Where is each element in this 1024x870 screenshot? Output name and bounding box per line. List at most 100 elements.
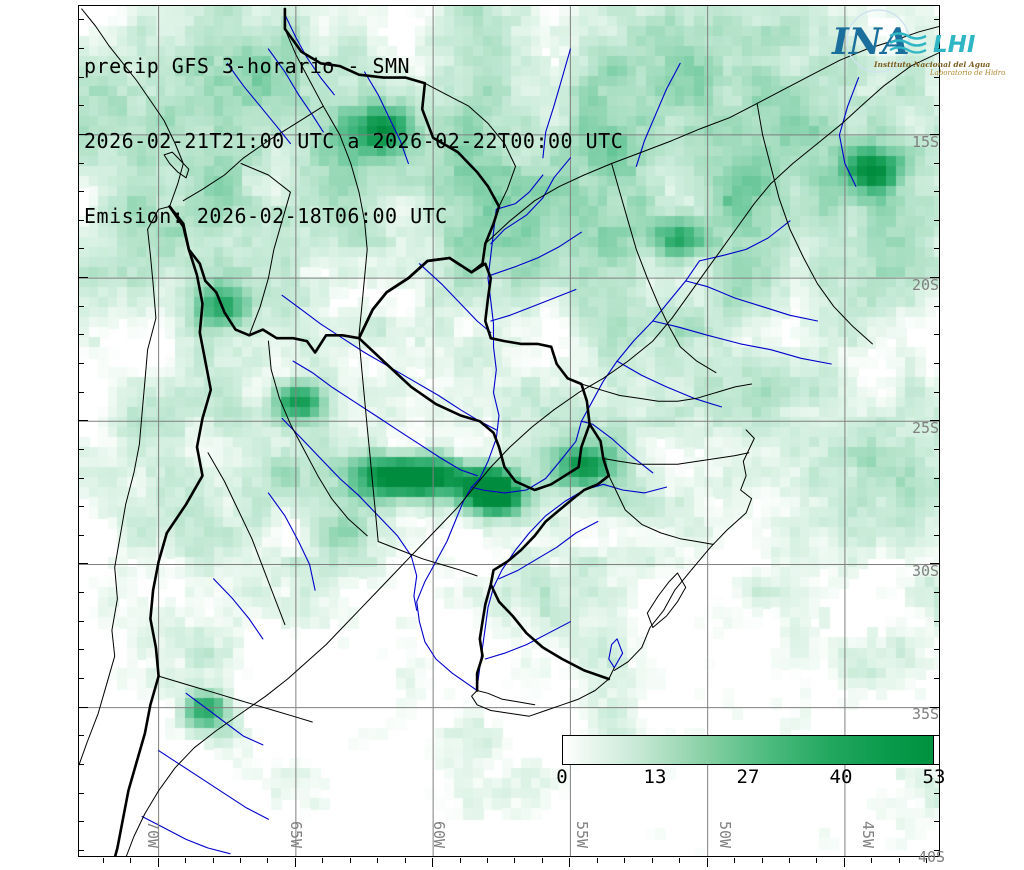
y-axis-tick-right (934, 162, 939, 164)
x-axis-tick (377, 858, 379, 863)
lon-tick-label-50w: 50W (716, 821, 734, 849)
y-axis-tick-right (934, 219, 939, 221)
y-axis-tick-left (79, 391, 84, 393)
y-axis-tick-left (79, 620, 84, 622)
x-axis-tick (404, 858, 406, 863)
title-line-variable: precip GFS 3-horario - SMN (84, 54, 411, 78)
colorbar-tick-40: 40 (829, 766, 853, 788)
y-axis-tick-left (79, 506, 84, 508)
lat-tick-label-30s: 30S (912, 562, 940, 580)
x-axis-tick (130, 858, 132, 863)
logo-lab-subtitle: Laboratorio de Hidrologia (929, 69, 1006, 77)
chart-title-block: precip GFS 3-horario - SMN 2026-02-21T21… (84, 4, 623, 254)
y-axis-tick-right (934, 506, 939, 508)
lon-tick-label-70w: 70W (144, 821, 162, 849)
x-axis-tick (432, 858, 434, 867)
x-axis-tick (349, 858, 351, 863)
colorbar-tick-0: 0 (556, 766, 568, 788)
colorbar-tick-13: 13 (643, 766, 667, 788)
y-axis-tick-right (934, 792, 939, 794)
x-axis-tick (871, 858, 873, 863)
x-axis-tick (267, 858, 269, 863)
y-axis-tick-right (934, 620, 939, 622)
axis-corner-label: 40S (918, 848, 946, 866)
x-axis-tick (212, 858, 214, 863)
logo-brand-subtitle: Instituto Nacional del Agua (873, 60, 990, 69)
y-axis-tick-left (79, 219, 84, 221)
y-axis-tick-left (79, 792, 84, 794)
y-axis-tick-left (79, 592, 84, 594)
y-axis-tick-left (79, 277, 88, 279)
lon-tick-label-55w: 55W (573, 821, 591, 849)
y-axis-tick-right (934, 19, 939, 21)
lon-tick-label-60w: 60W (430, 821, 448, 849)
y-axis-tick-right (934, 592, 939, 594)
y-axis-tick-left (79, 735, 84, 737)
x-axis-tick (569, 858, 571, 867)
y-axis-tick-left (79, 334, 84, 336)
x-axis-tick (541, 858, 543, 863)
x-axis-tick (239, 858, 241, 863)
x-axis-tick (843, 858, 845, 867)
x-axis-tick (651, 858, 653, 863)
y-axis-tick-right (934, 735, 939, 737)
y-axis-tick-left (79, 849, 84, 851)
title-line-valid-period: 2026-02-21T21:00 UTC a 2026-02-22T00:00 … (84, 129, 624, 153)
x-axis-tick (322, 858, 324, 863)
y-axis-tick-left (79, 477, 84, 479)
y-axis-tick-right (934, 105, 939, 107)
x-axis-tick (487, 858, 489, 863)
y-axis-tick-left (79, 821, 84, 823)
lon-tick-label-65w: 65W (287, 821, 305, 849)
map-plot-area[interactable] (78, 5, 940, 857)
y-axis-tick-left (79, 362, 84, 364)
x-axis-tick (706, 858, 708, 867)
y-axis-tick-right (934, 248, 939, 250)
x-axis-tick (789, 858, 790, 863)
y-axis-tick-right (934, 821, 939, 823)
y-axis-tick-left (79, 448, 84, 450)
y-axis-tick-left (79, 420, 88, 422)
x-axis-tick (679, 858, 681, 863)
y-axis-tick-left (79, 649, 84, 651)
x-axis-tick (624, 858, 626, 863)
title-line-emission: Emision: 2026-02-18T06:00 UTC (84, 204, 448, 228)
colorbar-gradient (562, 735, 934, 765)
x-axis-tick (459, 858, 461, 863)
lon-tick-label-45w: 45W (859, 821, 877, 849)
x-axis-tick (761, 858, 763, 863)
ina-lhi-logo: INA LHI Instituto Nacional del Agua Labo… (830, 8, 1023, 78)
y-axis-tick-right (934, 477, 939, 479)
x-axis-tick (898, 858, 900, 863)
logo-svg: INA LHI Instituto Nacional del Agua Labo… (831, 9, 1023, 77)
y-axis-tick-left (79, 534, 84, 536)
y-axis-tick-right (934, 763, 939, 765)
lat-tick-label-25s: 25S (912, 419, 940, 437)
x-axis-tick (157, 858, 159, 867)
lat-tick-label-15s: 15S (912, 133, 940, 151)
y-axis-tick-left (79, 678, 84, 679)
y-axis-tick-right (934, 649, 939, 651)
y-axis-tick-right (934, 534, 939, 536)
y-axis-tick-right (934, 391, 939, 393)
lat-tick-label-20s: 20S (912, 276, 940, 294)
colorbar-tick-53: 53 (922, 766, 946, 788)
x-axis-tick (185, 858, 187, 863)
x-axis-tick (294, 858, 296, 867)
logo-brand-text: INA (831, 21, 910, 63)
y-axis-tick-right (934, 448, 939, 450)
colorbar-tick-labels: 0 13 27 40 53 (556, 766, 945, 790)
y-axis-tick-left (79, 763, 84, 765)
y-axis-tick-right (934, 305, 939, 307)
y-axis-tick-right (934, 362, 939, 364)
x-axis-tick (926, 858, 928, 863)
y-axis-tick-left (79, 706, 88, 708)
x-axis-tick (102, 858, 104, 863)
x-axis-tick (734, 858, 736, 863)
y-axis-tick-right (934, 334, 939, 336)
x-axis-tick (596, 858, 598, 863)
y-axis-tick-left (79, 305, 84, 307)
logo-lab-text: LHI (933, 32, 976, 58)
x-axis-tick (816, 858, 818, 863)
colorbar-tick-27: 27 (736, 766, 760, 788)
